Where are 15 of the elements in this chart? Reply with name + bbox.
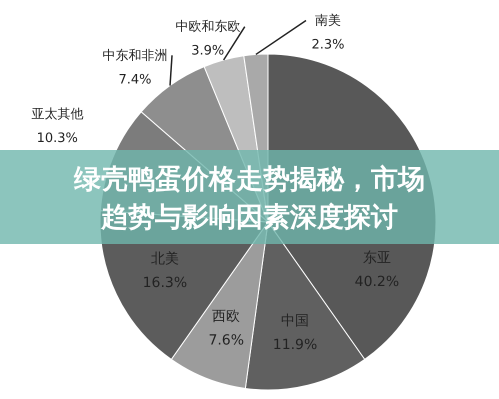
slice-label: 中国 <box>281 312 310 329</box>
slice-label: 南美 <box>315 12 341 28</box>
data-label: 3.9% <box>191 44 224 59</box>
slice-label: 北美 <box>150 251 179 268</box>
data-label: 2.3% <box>311 37 345 52</box>
data-label: 10.3% <box>36 131 78 146</box>
slice-label: 中东和非洲 <box>102 48 168 64</box>
slice-label: 亚太其他 <box>31 107 84 122</box>
slice-label: 西欧 <box>212 308 240 324</box>
slice-label: 中欧和东欧 <box>175 20 240 35</box>
data-label: 7.6% <box>208 332 244 348</box>
text: 绿壳鸭蛋价格走势揭秘，市场趋势与影响因素深度探讨 <box>73 164 425 233</box>
data-label: 16.3% <box>142 275 188 292</box>
data-label: 11.9% <box>272 336 318 353</box>
data-label: 7.4% <box>118 72 152 88</box>
